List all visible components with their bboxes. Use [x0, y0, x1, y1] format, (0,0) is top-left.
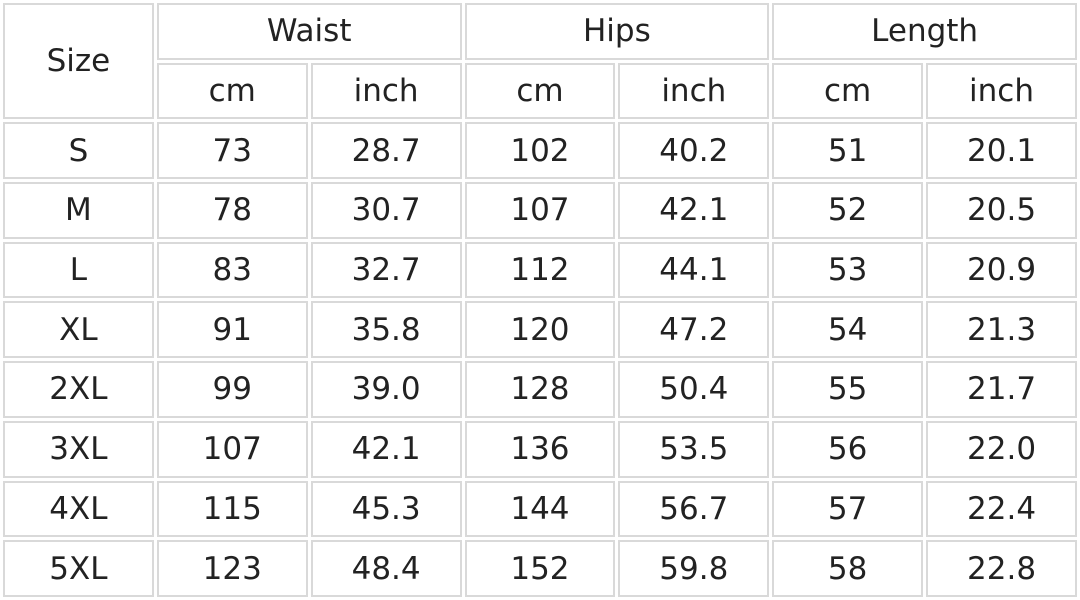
value-cell: 30.7 [310, 182, 462, 239]
size-cell: 5XL [3, 540, 154, 597]
value-cell: 107 [464, 182, 616, 239]
value-cell: 53.5 [618, 420, 770, 478]
size-cell: 4XL [3, 480, 154, 538]
value-cell: 115 [156, 480, 308, 538]
value-cell: 123 [156, 540, 308, 597]
value-cell: 40.2 [618, 122, 770, 180]
value-cell: 44.1 [618, 241, 770, 299]
value-cell: 83 [156, 241, 308, 299]
value-cell: 91 [156, 301, 308, 359]
size-cell: M [3, 182, 154, 239]
unit-header: inch [618, 62, 770, 120]
hips-header: Hips [464, 3, 770, 60]
value-cell: 56 [772, 420, 924, 478]
value-cell: 56.7 [618, 480, 770, 538]
value-cell: 48.4 [310, 540, 462, 597]
size-cell: 3XL [3, 420, 154, 478]
value-cell: 20.5 [926, 182, 1077, 239]
table-row: 3XL 107 42.1 136 53.5 56 22.0 [3, 420, 1077, 478]
header-row-units: cm inch cm inch cm inch [3, 62, 1077, 120]
size-cell: XL [3, 301, 154, 359]
value-cell: 22.4 [926, 480, 1077, 538]
value-cell: 53 [772, 241, 924, 299]
value-cell: 51 [772, 122, 924, 180]
value-cell: 42.1 [310, 420, 462, 478]
value-cell: 59.8 [618, 540, 770, 597]
value-cell: 57 [772, 480, 924, 538]
value-cell: 20.1 [926, 122, 1077, 180]
value-cell: 42.1 [618, 182, 770, 239]
value-cell: 78 [156, 182, 308, 239]
value-cell: 55 [772, 361, 924, 418]
value-cell: 112 [464, 241, 616, 299]
unit-header: inch [310, 62, 462, 120]
value-cell: 152 [464, 540, 616, 597]
value-cell: 47.2 [618, 301, 770, 359]
unit-header: cm [156, 62, 308, 120]
value-cell: 22.0 [926, 420, 1077, 478]
length-header: Length [772, 3, 1077, 60]
table-row: 4XL 115 45.3 144 56.7 57 22.4 [3, 480, 1077, 538]
value-cell: 50.4 [618, 361, 770, 418]
value-cell: 107 [156, 420, 308, 478]
value-cell: 39.0 [310, 361, 462, 418]
value-cell: 32.7 [310, 241, 462, 299]
unit-header: cm [464, 62, 616, 120]
value-cell: 22.8 [926, 540, 1077, 597]
table-row: 2XL 99 39.0 128 50.4 55 21.7 [3, 361, 1077, 418]
value-cell: 128 [464, 361, 616, 418]
size-cell: S [3, 122, 154, 180]
value-cell: 21.7 [926, 361, 1077, 418]
value-cell: 21.3 [926, 301, 1077, 359]
unit-header: cm [772, 62, 924, 120]
value-cell: 136 [464, 420, 616, 478]
value-cell: 54 [772, 301, 924, 359]
value-cell: 120 [464, 301, 616, 359]
waist-header: Waist [156, 3, 462, 60]
value-cell: 52 [772, 182, 924, 239]
value-cell: 99 [156, 361, 308, 418]
size-cell: L [3, 241, 154, 299]
table-row: S 73 28.7 102 40.2 51 20.1 [3, 122, 1077, 180]
value-cell: 144 [464, 480, 616, 538]
table-row: XL 91 35.8 120 47.2 54 21.3 [3, 301, 1077, 359]
size-header: Size [3, 3, 154, 120]
value-cell: 28.7 [310, 122, 462, 180]
value-cell: 58 [772, 540, 924, 597]
value-cell: 35.8 [310, 301, 462, 359]
value-cell: 73 [156, 122, 308, 180]
table-row: L 83 32.7 112 44.1 53 20.9 [3, 241, 1077, 299]
table-row: M 78 30.7 107 42.1 52 20.5 [3, 182, 1077, 239]
size-cell: 2XL [3, 361, 154, 418]
table-row: 5XL 123 48.4 152 59.8 58 22.8 [3, 540, 1077, 597]
value-cell: 102 [464, 122, 616, 180]
header-row-groups: Size Waist Hips Length [3, 3, 1077, 120]
value-cell: 20.9 [926, 241, 1077, 299]
value-cell: 45.3 [310, 480, 462, 538]
unit-header: inch [926, 62, 1077, 120]
